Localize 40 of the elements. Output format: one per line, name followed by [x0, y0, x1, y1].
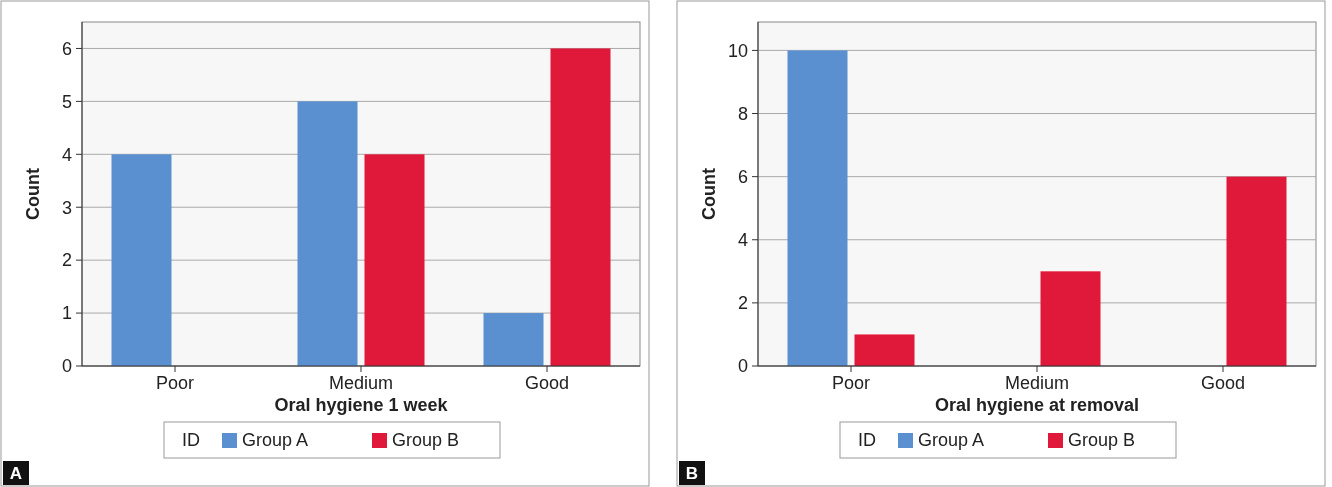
y-tick-label: 1: [61, 303, 72, 324]
y-tick-label: 8: [737, 103, 748, 124]
x-tick-label: Medium: [328, 373, 394, 393]
y-tick-label: 0: [61, 356, 72, 377]
y-tick-label: 4: [61, 144, 72, 165]
y-tick-label: 6: [737, 166, 748, 187]
bar: [111, 154, 172, 366]
bar: [364, 154, 425, 366]
legend-title: ID: [182, 430, 200, 451]
y-axis-title: Count: [23, 168, 43, 220]
text: A: [9, 463, 23, 483]
text: B: [685, 463, 699, 483]
bar: [854, 334, 915, 366]
legend-label: Group A: [242, 430, 309, 451]
y-tick-label: 0: [737, 356, 748, 377]
x-tick-label: Poor: [831, 373, 871, 393]
y-tick-label: 6: [61, 38, 72, 59]
x-axis-title: Oral hygiene 1 week: [274, 395, 449, 415]
legend-label: Group B: [1068, 430, 1136, 451]
bar: [1040, 271, 1101, 366]
y-tick-label: 2: [737, 293, 748, 314]
y-tick-label: 10: [727, 40, 748, 61]
bar: [483, 313, 544, 366]
legend-label: Group B: [392, 430, 460, 451]
x-tick-label: Good: [1200, 373, 1246, 393]
y-axis-title: Count: [699, 168, 719, 220]
bar: [297, 101, 358, 366]
x-tick-label: Medium: [1004, 373, 1070, 393]
x-axis-title: Oral hygiene at removal: [934, 395, 1140, 415]
y-tick-label: 3: [61, 197, 72, 218]
legend-title: ID: [858, 430, 876, 451]
x-tick-label: Good: [524, 373, 570, 393]
legend-label: Group A: [918, 430, 985, 451]
bar: [787, 50, 848, 366]
y-tick-label: 5: [61, 91, 72, 112]
y-tick-label: 4: [737, 230, 748, 251]
x-tick-label: Poor: [155, 373, 195, 393]
bar: [1226, 176, 1287, 366]
y-tick-label: 2: [61, 250, 72, 271]
bar: [550, 48, 611, 366]
